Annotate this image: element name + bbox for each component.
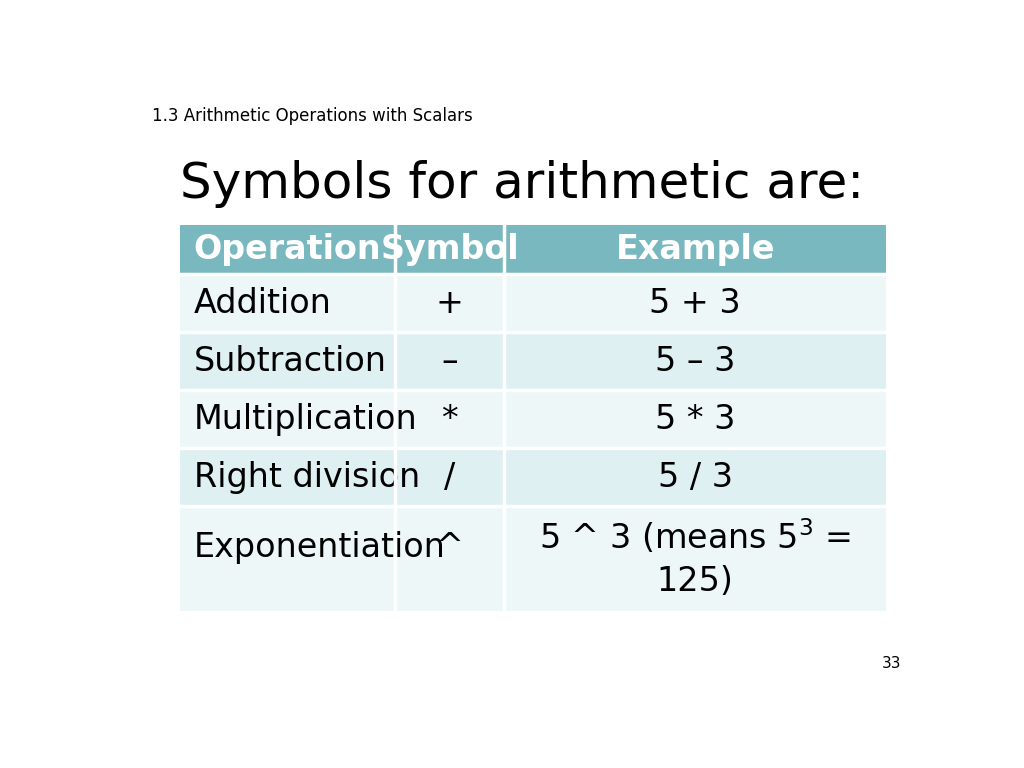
Text: 5 + 3: 5 + 3 xyxy=(649,287,741,320)
FancyBboxPatch shape xyxy=(505,508,886,611)
Text: 5 ^ 3 (means 5$^3$ =: 5 ^ 3 (means 5$^3$ = xyxy=(539,517,851,556)
FancyBboxPatch shape xyxy=(179,392,395,448)
Text: Addition: Addition xyxy=(194,287,332,320)
Text: 125): 125) xyxy=(656,565,733,598)
FancyBboxPatch shape xyxy=(395,449,505,505)
Text: 33: 33 xyxy=(883,656,902,670)
Text: Symbols for arithmetic are:: Symbols for arithmetic are: xyxy=(179,161,863,208)
FancyBboxPatch shape xyxy=(505,449,886,505)
FancyBboxPatch shape xyxy=(395,392,505,448)
FancyBboxPatch shape xyxy=(395,225,505,273)
Text: 5 / 3: 5 / 3 xyxy=(657,461,733,494)
Text: +: + xyxy=(436,287,464,320)
Text: Multiplication: Multiplication xyxy=(194,403,418,436)
FancyBboxPatch shape xyxy=(179,508,395,611)
FancyBboxPatch shape xyxy=(505,333,886,389)
Text: ^: ^ xyxy=(436,531,464,564)
FancyBboxPatch shape xyxy=(179,276,395,332)
FancyBboxPatch shape xyxy=(505,225,886,273)
Text: 1.3 Arithmetic Operations with Scalars: 1.3 Arithmetic Operations with Scalars xyxy=(152,107,472,125)
FancyBboxPatch shape xyxy=(179,449,395,505)
FancyBboxPatch shape xyxy=(505,392,886,448)
Text: *: * xyxy=(441,403,458,436)
Text: Symbol: Symbol xyxy=(381,233,519,266)
Text: –: – xyxy=(441,345,458,378)
Text: 5 – 3: 5 – 3 xyxy=(655,345,735,378)
FancyBboxPatch shape xyxy=(395,276,505,332)
FancyBboxPatch shape xyxy=(395,508,505,611)
Text: /: / xyxy=(444,461,456,494)
Text: Example: Example xyxy=(615,233,775,266)
FancyBboxPatch shape xyxy=(395,333,505,389)
Text: 5 * 3: 5 * 3 xyxy=(655,403,735,436)
FancyBboxPatch shape xyxy=(505,276,886,332)
FancyBboxPatch shape xyxy=(179,333,395,389)
Text: Right division: Right division xyxy=(194,461,420,494)
Text: Subtraction: Subtraction xyxy=(194,345,387,378)
Text: Exponentiation: Exponentiation xyxy=(194,531,445,564)
Text: Operation: Operation xyxy=(194,233,381,266)
FancyBboxPatch shape xyxy=(179,225,395,273)
